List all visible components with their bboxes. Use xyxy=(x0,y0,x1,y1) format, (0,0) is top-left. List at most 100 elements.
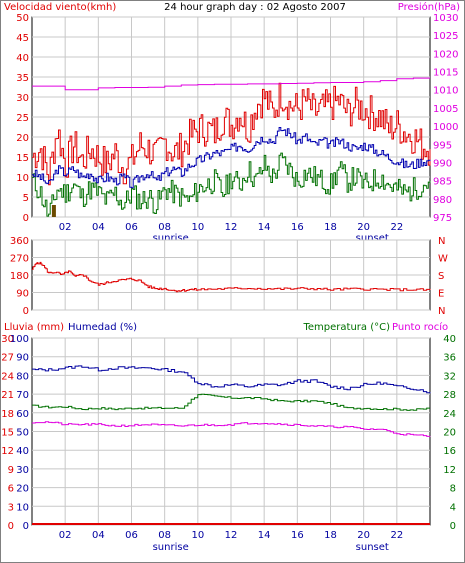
compass-label: E xyxy=(438,289,444,300)
tick-label-left: 40 xyxy=(16,53,29,64)
series-temperature xyxy=(32,393,430,411)
tick-label-left: 0 xyxy=(23,213,29,224)
tick-label-x: 10 xyxy=(191,530,204,541)
tick-label-x: 04 xyxy=(92,222,105,233)
series-humidity xyxy=(32,365,431,394)
tick-label-x: 16 xyxy=(291,222,304,233)
tick-label-rain: 27 xyxy=(1,353,14,364)
tick-label-x: 16 xyxy=(291,530,304,541)
tick-label-right: 1000 xyxy=(433,122,458,133)
tick-label-left: 20 xyxy=(16,133,29,144)
dewpoint-axis-label: Punto rocío xyxy=(392,321,448,333)
tick-label-humidity: 100 xyxy=(10,334,29,345)
tick-label-x: 22 xyxy=(390,222,403,233)
tick-label-humidity: 70 xyxy=(16,390,29,401)
tick-label-left: 5 xyxy=(23,193,29,204)
tick-label-left: 50 xyxy=(16,13,29,24)
tick-label-rain: 9 xyxy=(8,465,14,476)
tick-label-right: 1020 xyxy=(433,49,458,60)
tick-label-rain: 30 xyxy=(1,334,14,345)
tick-label-left: 10 xyxy=(16,173,29,184)
humidity-axis-label: Humedad (%) xyxy=(68,322,137,333)
tick-label-x: 14 xyxy=(258,530,271,541)
tick-label-right: 990 xyxy=(433,158,452,169)
tick-label-x: 06 xyxy=(125,222,138,233)
tick-label-x: 06 xyxy=(125,530,138,541)
tick-label-right: 1025 xyxy=(433,31,458,42)
series-wind-min xyxy=(32,152,431,217)
tick-label-left: 15 xyxy=(16,153,29,164)
tick-label-x: 10 xyxy=(191,222,204,233)
tick-label-temp: 8 xyxy=(450,484,456,495)
tick-label-left: 30 xyxy=(16,93,29,104)
tick-label-dir: 180 xyxy=(10,271,29,282)
tick-label-x: 02 xyxy=(59,222,72,233)
tick-label-temp: 36 xyxy=(443,353,456,364)
tick-label-humidity: 30 xyxy=(16,465,29,476)
temp-axis-label: Temperatura (°C) xyxy=(302,322,390,333)
tick-label-x: 12 xyxy=(225,222,238,233)
tick-label-humidity: 60 xyxy=(16,409,29,420)
tick-label-x: 08 xyxy=(158,222,171,233)
tick-label-temp: 40 xyxy=(443,334,456,345)
tick-label-humidity: 90 xyxy=(16,353,29,364)
tick-label-temp: 0 xyxy=(450,521,456,532)
tick-label-left: 35 xyxy=(16,73,29,84)
tick-label-right: 1030 xyxy=(433,13,458,24)
tick-label-humidity: 80 xyxy=(16,371,29,382)
sunset-label: sunset xyxy=(356,542,389,553)
compass-label: W xyxy=(438,254,448,265)
tick-label-right: 1005 xyxy=(433,104,458,115)
series-wind-avg xyxy=(32,127,431,189)
sunrise-label: sunrise xyxy=(153,233,189,244)
tick-label-x: 18 xyxy=(324,530,337,541)
tick-label-x: 14 xyxy=(258,222,271,233)
tick-label-humidity: 50 xyxy=(16,428,29,439)
tick-label-humidity: 40 xyxy=(16,446,29,457)
tick-label-rain: 21 xyxy=(1,390,14,401)
header-left-label: Velocidad viento(kmh) xyxy=(4,2,116,13)
tick-label-x: 02 xyxy=(59,530,72,541)
tick-label-dir: 90 xyxy=(16,289,29,300)
tick-label-x: 20 xyxy=(357,530,370,541)
sunrise-label: sunrise xyxy=(153,542,189,553)
series-dew-point xyxy=(32,421,431,437)
tick-label-dir: 270 xyxy=(10,254,29,265)
tick-label-rain: 12 xyxy=(1,446,14,457)
tick-label-temp: 32 xyxy=(443,371,456,382)
tick-label-right: 975 xyxy=(433,213,452,224)
series-pressure xyxy=(32,77,430,91)
tick-label-temp: 24 xyxy=(443,409,456,420)
tick-label-rain: 6 xyxy=(8,484,14,495)
series-wind-speed xyxy=(32,82,431,186)
tick-label-right: 1010 xyxy=(433,86,458,97)
compass-label: N xyxy=(438,236,445,247)
tick-label-x: 04 xyxy=(92,530,105,541)
tick-label-right: 980 xyxy=(433,195,452,206)
series-wind-direction xyxy=(32,261,431,293)
tick-label-rain: 18 xyxy=(1,409,14,420)
tick-label-x: 08 xyxy=(158,530,171,541)
tick-label-rain: 0 xyxy=(8,521,14,532)
tick-label-rain: 15 xyxy=(1,428,14,439)
tick-label-right: 995 xyxy=(433,140,452,151)
tick-label-left: 45 xyxy=(16,33,29,44)
sunset-label: sunset xyxy=(356,233,389,244)
tick-label-x: 12 xyxy=(225,530,238,541)
tick-label-right: 985 xyxy=(433,177,452,188)
tick-label-temp: 20 xyxy=(443,428,456,439)
compass-label: N xyxy=(438,306,445,317)
tick-label-humidity: 20 xyxy=(16,484,29,495)
tick-label-x: 18 xyxy=(324,222,337,233)
tick-label-x: 22 xyxy=(390,530,403,541)
tick-label-rain: 24 xyxy=(1,371,14,382)
tick-label-temp: 28 xyxy=(443,390,456,401)
rain-bar xyxy=(51,205,56,217)
tick-label-rain: 3 xyxy=(8,502,14,513)
tick-label-temp: 16 xyxy=(443,446,456,457)
rain-axis-label: Lluvia (mm) xyxy=(4,322,64,333)
tick-label-humidity: 10 xyxy=(16,502,29,513)
tick-label-temp: 4 xyxy=(450,502,456,513)
